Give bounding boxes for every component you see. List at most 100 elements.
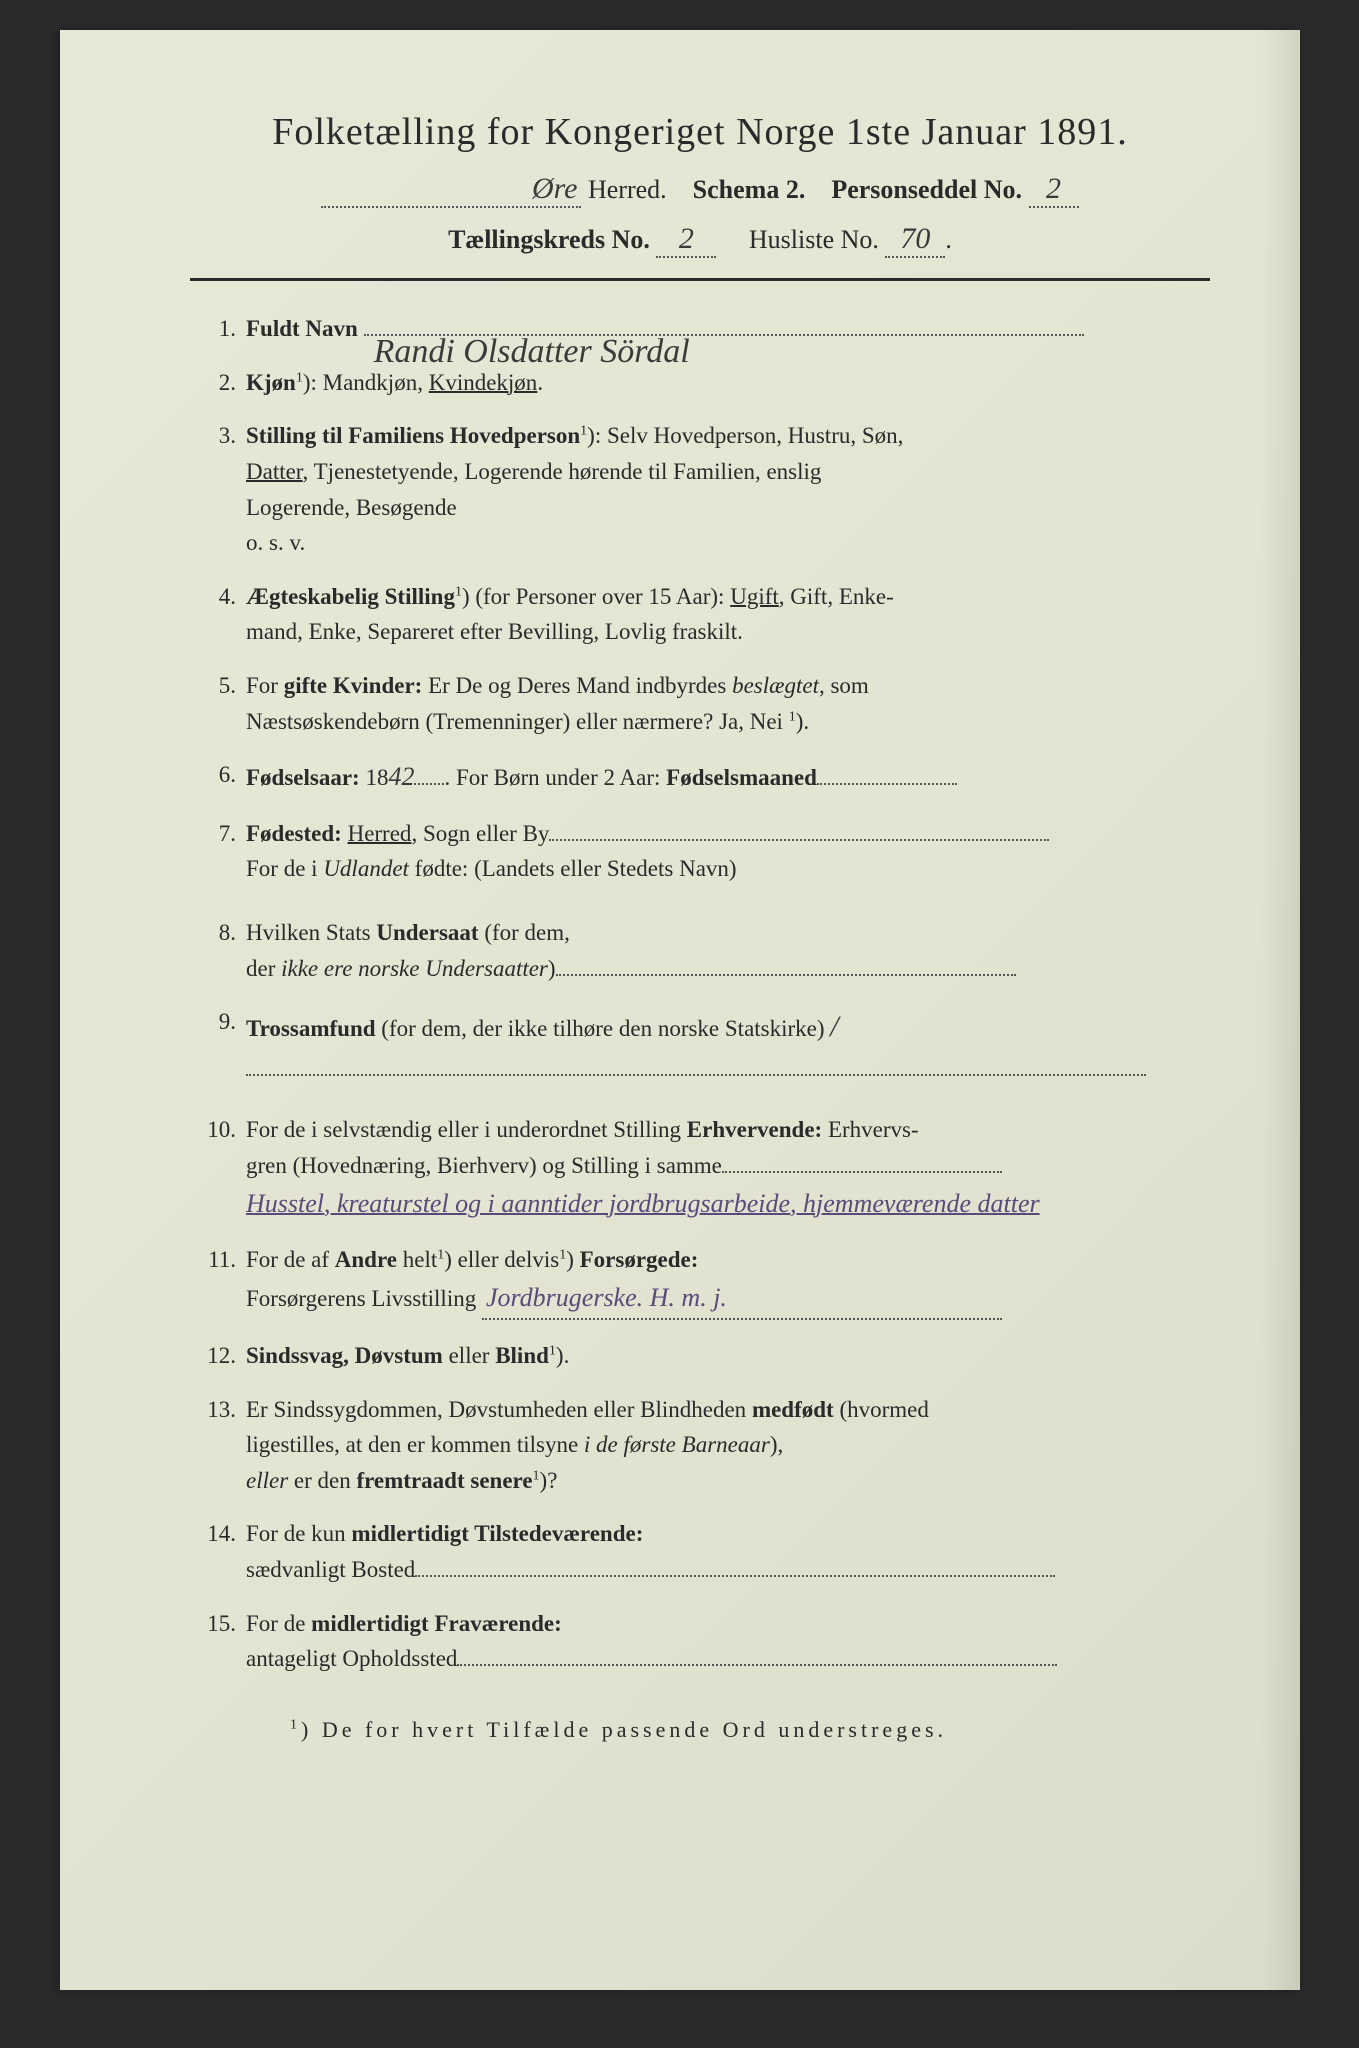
item-9-mark: / bbox=[830, 1010, 838, 1043]
item-10-occupation: 10. For de i selvstændig eller i underor… bbox=[190, 1112, 1210, 1224]
item-2-sex: 2. Kjøn1): Mandkjøn, Kvindekjøn. bbox=[190, 365, 1210, 401]
item-5-text3: , som bbox=[819, 673, 869, 698]
item-8-cont1: der ikke ere norske Undersaatter) bbox=[246, 951, 1210, 987]
item-7-cont1: For de i Udlandet fødte: (Landets eller … bbox=[246, 851, 1210, 887]
provider-value: Jordbrugerske. H. m. j. bbox=[482, 1278, 1002, 1320]
item-13-congenital: 13. Er Sindssygdommen, Døvstumheden elle… bbox=[190, 1392, 1210, 1499]
document-page: Folketælling for Kongeriget Norge 1ste J… bbox=[60, 30, 1300, 1990]
item-5-text: For bbox=[246, 673, 284, 698]
item-10-text: For de i selvstændig eller i underordnet… bbox=[246, 1117, 687, 1142]
item-4-after: , Gift, Enke- bbox=[779, 584, 894, 609]
location-dots bbox=[457, 1664, 1057, 1666]
item-13-cont2a: eller bbox=[246, 1468, 288, 1493]
item-7-text: , Sogn eller By bbox=[411, 821, 549, 846]
kreds-line: Tællingskreds No. 2 Husliste No. 70 . bbox=[190, 222, 1210, 258]
item-13-cont2b: er den bbox=[288, 1468, 356, 1493]
item-6-bold2: Fødselsmaaned bbox=[666, 765, 817, 790]
schema-label: Schema 2. bbox=[693, 175, 806, 204]
item-8-italic: ikke ere norske Undersaatter bbox=[281, 956, 548, 981]
item-3-text: ): Selv Hovedperson, Hustru, Søn, bbox=[587, 423, 903, 448]
item-8-bold: Undersaat bbox=[376, 920, 478, 945]
item-13-text2: (hvormed bbox=[834, 1397, 929, 1422]
item-8-cont1b: ) bbox=[548, 956, 556, 981]
item-6-text2: . For Børn under 2 Aar: bbox=[444, 765, 666, 790]
item-5-cont1-text: Næstsøskendebørn (Tremenninger) eller næ… bbox=[246, 709, 789, 734]
item-9-num: 9. bbox=[190, 1004, 236, 1040]
item-13-cont2: eller er den fremtraadt senere1)? bbox=[246, 1463, 1210, 1499]
item-12-sup: 1 bbox=[549, 1343, 556, 1358]
item-13-cont1a: ligestilles, at den er kommen tilsyne bbox=[246, 1432, 584, 1457]
item-11-provider: 11. For de af Andre helt1) eller delvis1… bbox=[190, 1242, 1210, 1320]
header-divider bbox=[190, 278, 1210, 281]
item-15-text: For de bbox=[246, 1611, 311, 1636]
item-8-subject: 8. Hvilken Stats Undersaat (for dem, der… bbox=[190, 915, 1210, 986]
taellingskreds-blank: 2 bbox=[656, 222, 716, 258]
item-15-bold: midlertidigt Fraværende: bbox=[311, 1611, 562, 1636]
item-3-label: Stilling til Familiens Hovedperson bbox=[246, 423, 580, 448]
personseddel-no: 2 bbox=[1046, 172, 1061, 205]
husliste-label: Husliste No. bbox=[749, 225, 879, 254]
item-11-text3: ) eller delvis bbox=[444, 1247, 559, 1272]
item-13-italic: i de første Barneaar bbox=[584, 1432, 770, 1457]
occupation-value: Husstel, kreaturstel og i aanntider jord… bbox=[246, 1184, 1166, 1224]
item-7-birthplace: 7. Fødested: Herred, Sogn eller By For d… bbox=[190, 816, 1210, 887]
herred-blank: Øre bbox=[321, 172, 581, 208]
document-header: Folketælling for Kongeriget Norge 1ste J… bbox=[190, 110, 1210, 258]
item-3-relation: 3. Stilling til Familiens Hovedperson1):… bbox=[190, 418, 1210, 561]
personseddel-label: Personseddel No. bbox=[831, 175, 1022, 204]
item-15-cont1-text: antageligt Opholdssted bbox=[246, 1646, 457, 1671]
item-15-temporary-absent: 15. For de midlertidigt Fraværende: anta… bbox=[190, 1606, 1210, 1677]
item-2-after: . bbox=[537, 370, 543, 395]
item-13-sup: 1 bbox=[533, 1468, 540, 1483]
item-11-text4: ) bbox=[566, 1247, 579, 1272]
personseddel-blank: 2 bbox=[1029, 172, 1079, 208]
item-14-text: For de kun bbox=[246, 1521, 351, 1546]
item-4-sup: 1 bbox=[455, 584, 462, 599]
item-14-temporary-present: 14. For de kun midlertidigt Tilstedevære… bbox=[190, 1516, 1210, 1587]
item-2-underlined: Kvindekjøn bbox=[429, 370, 538, 395]
item-11-bold1: Andre bbox=[335, 1247, 397, 1272]
item-13-text: Er Sindssygdommen, Døvstumheden eller Bl… bbox=[246, 1397, 752, 1422]
item-5-num: 5. bbox=[190, 668, 236, 704]
item-13-bold1: medfødt bbox=[752, 1397, 834, 1422]
item-14-num: 14. bbox=[190, 1516, 236, 1552]
item-9-religion: 9. Trossamfund (for dem, der ikke tilhør… bbox=[190, 1004, 1210, 1086]
item-12-text2: ). bbox=[556, 1343, 569, 1368]
herred-line: Øre Herred. Schema 2. Personseddel No. 2 bbox=[190, 172, 1210, 208]
item-2-text: ): Mandkjøn, bbox=[303, 370, 429, 395]
item-5-bold: gifte Kvinder: bbox=[284, 673, 423, 698]
footnote-sup: 1 bbox=[290, 1718, 301, 1733]
item-8-num: 8. bbox=[190, 915, 236, 951]
item-5-italic: beslægtet bbox=[732, 673, 819, 698]
item-14-cont1-text: sædvanligt Bosted bbox=[246, 1557, 415, 1582]
item-12-disability: 12. Sindssvag, Døvstum eller Blind1). bbox=[190, 1338, 1210, 1374]
year-dots bbox=[414, 783, 444, 785]
footnote-text: ) De for hvert Tilfælde passende Ord und… bbox=[301, 1717, 947, 1742]
item-7-cont1a: For de i bbox=[246, 856, 323, 881]
item-7-italic: Udlandet bbox=[323, 856, 409, 881]
item-12-bold2: Blind bbox=[495, 1343, 549, 1368]
birthplace-dots bbox=[549, 839, 1049, 841]
month-dots bbox=[817, 783, 957, 785]
item-13-cont1: ligestilles, at den er kommen tilsyne i … bbox=[246, 1427, 1210, 1463]
item-8-cont1a: der bbox=[246, 956, 281, 981]
item-2-num: 2. bbox=[190, 365, 236, 401]
subject-dots bbox=[556, 974, 1016, 976]
item-4-cont1: mand, Enke, Separeret efter Bevilling, L… bbox=[246, 614, 1210, 650]
item-11-cont1-text: Forsørgerens Livsstilling bbox=[246, 1286, 476, 1311]
item-5-cont1: Næstsøskendebørn (Tremenninger) eller næ… bbox=[246, 704, 1210, 740]
item-11-num: 11. bbox=[190, 1242, 236, 1278]
item-7-cont1b: fødte: (Landets eller Stedets Navn) bbox=[409, 856, 737, 881]
census-title: Folketælling for Kongeriget Norge 1ste J… bbox=[190, 110, 1210, 154]
item-1-num: 1. bbox=[190, 311, 236, 347]
residence-dots bbox=[415, 1575, 1055, 1577]
item-4-text: ) (for Personer over 15 Aar): bbox=[462, 584, 730, 609]
item-6-label: Fødselsaar: bbox=[246, 765, 360, 790]
item-8-text2: (for dem, bbox=[479, 920, 570, 945]
item-10-cont1: gren (Hovednæring, Bierhverv) og Stillin… bbox=[246, 1148, 1210, 1184]
item-2-sup: 1 bbox=[296, 370, 303, 385]
item-14-bold: midlertidigt Tilstedeværende: bbox=[351, 1521, 643, 1546]
item-3-datter: Datter bbox=[246, 459, 303, 484]
item-5-kinship: 5. For gifte Kvinder: Er De og Deres Man… bbox=[190, 668, 1210, 739]
husliste-no: 70 bbox=[900, 222, 930, 255]
